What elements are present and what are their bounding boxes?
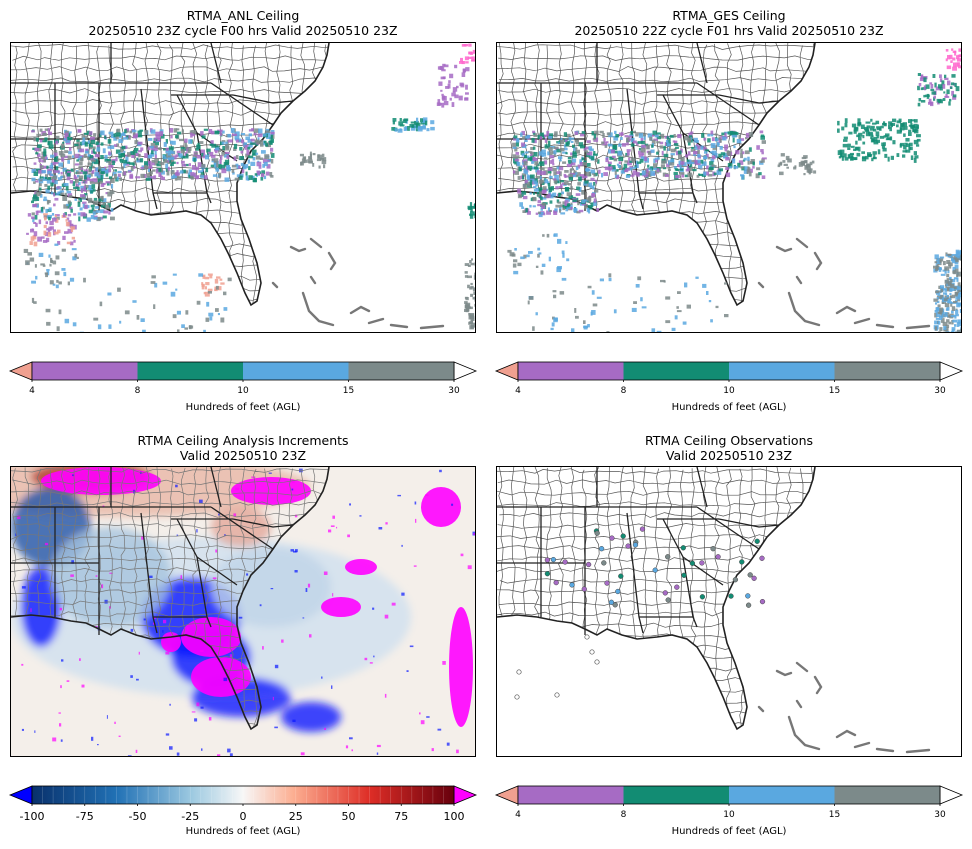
colorbar-tick-label: 4	[515, 386, 521, 396]
ges-title-line1: RTMA_GES Ceiling	[672, 8, 786, 23]
increments-colorbar-label: Hundreds of feet (AGL)	[185, 826, 301, 837]
colorbar-tick-label: 8	[620, 810, 627, 820]
increments-title-line2: Valid 20250510 23Z	[179, 448, 307, 463]
colorbar-tick-label: 30	[448, 386, 460, 396]
anl-panel-title: RTMA_ANL Ceiling 20250510 23Z cycle F00 …	[8, 8, 478, 38]
increments-title-line1: RTMA Ceiling Analysis Increments	[137, 433, 349, 448]
anl-ceiling-map	[10, 42, 476, 333]
colorbar-tick-label: 8	[134, 386, 141, 396]
colorbar-tick-label: -50	[128, 810, 147, 823]
obs-panel-title: RTMA Ceiling Observations Valid 20250510…	[494, 433, 964, 463]
colorbar-tick-label: 15	[342, 386, 355, 396]
anl-title-line1: RTMA_ANL Ceiling	[186, 8, 300, 23]
obs-title-line2: Valid 20250510 23Z	[665, 448, 793, 463]
colorbar-tick-label: 25	[288, 810, 303, 823]
colorbar-tick-label: -75	[75, 810, 94, 823]
anl-colorbar-bar	[8, 361, 478, 382]
colorbar-tick-label: -100	[19, 810, 45, 823]
colorbar-tick-label: 100	[443, 810, 465, 823]
increments-colorbar-bar	[8, 785, 478, 806]
colorbar-tick-label: 75	[394, 810, 409, 823]
ges-map-canvas	[497, 43, 961, 332]
colorbar-tick-label: 15	[828, 386, 841, 396]
increments-panel-title: RTMA Ceiling Analysis Increments Valid 2…	[8, 433, 478, 463]
obs-colorbar-label: Hundreds of feet (AGL)	[671, 826, 787, 837]
anl-map-canvas	[11, 43, 475, 332]
observations-map	[496, 466, 962, 757]
colorbar-tick-label: 30	[934, 810, 946, 820]
ges-ceiling-map	[496, 42, 962, 333]
colorbar-tick-label: 50	[341, 810, 356, 823]
colorbar-tick-label: 30	[934, 386, 946, 396]
ges-colorbar-label: Hundreds of feet (AGL)	[671, 402, 787, 413]
anl-ceiling-colorbar: 4 8 10 15 30 Hundreds of feet (AGL)	[8, 360, 478, 420]
colorbar-tick-label: 4	[29, 386, 35, 396]
colorbar-tick-label: 15	[828, 810, 841, 820]
increments-colorbar: -100 -75 -50 -25 0 25 50 75 100 Hundreds of feet…	[8, 784, 478, 844]
increments-map-canvas	[11, 467, 475, 756]
colorbar-tick-label: 10	[237, 386, 249, 396]
colorbar-tick-label: 10	[723, 810, 735, 820]
ges-ceiling-colorbar: 4 8 10 15 30 Hundreds of feet (AGL)	[494, 360, 964, 420]
colorbar-tick-label: -25	[181, 810, 200, 823]
increments-colorbar-ticks: -100 -75 -50 -25 0 25 50 75 100	[8, 810, 478, 824]
observations-map-canvas	[497, 467, 931, 754]
ges-panel-title: RTMA_GES Ceiling 20250510 22Z cycle F01 …	[494, 8, 964, 38]
increments-map	[10, 466, 476, 757]
colorbar-tick-label: 8	[620, 386, 627, 396]
anl-title-line2: 20250510 23Z cycle F00 hrs Valid 2025051…	[88, 23, 398, 38]
ges-title-line2: 20250510 22Z cycle F01 hrs Valid 2025051…	[574, 23, 884, 38]
obs-colorbar-bar	[494, 785, 964, 806]
colorbar-tick-label: 0	[239, 810, 247, 823]
ges-colorbar-bar	[494, 361, 964, 382]
anl-colorbar-ticks: 4 8 10 15 30	[8, 386, 478, 398]
ges-colorbar-ticks: 4 8 10 15 30	[494, 386, 964, 398]
obs-title-line1: RTMA Ceiling Observations	[644, 433, 814, 448]
obs-colorbar-ticks: 4 8 10 15 30	[494, 810, 964, 822]
colorbar-tick-label: 10	[723, 386, 735, 396]
obs-ceiling-colorbar: 4 8 10 15 30 Hundreds of feet (AGL)	[494, 784, 964, 844]
colorbar-tick-label: 4	[515, 810, 521, 820]
anl-colorbar-label: Hundreds of feet (AGL)	[185, 402, 301, 413]
